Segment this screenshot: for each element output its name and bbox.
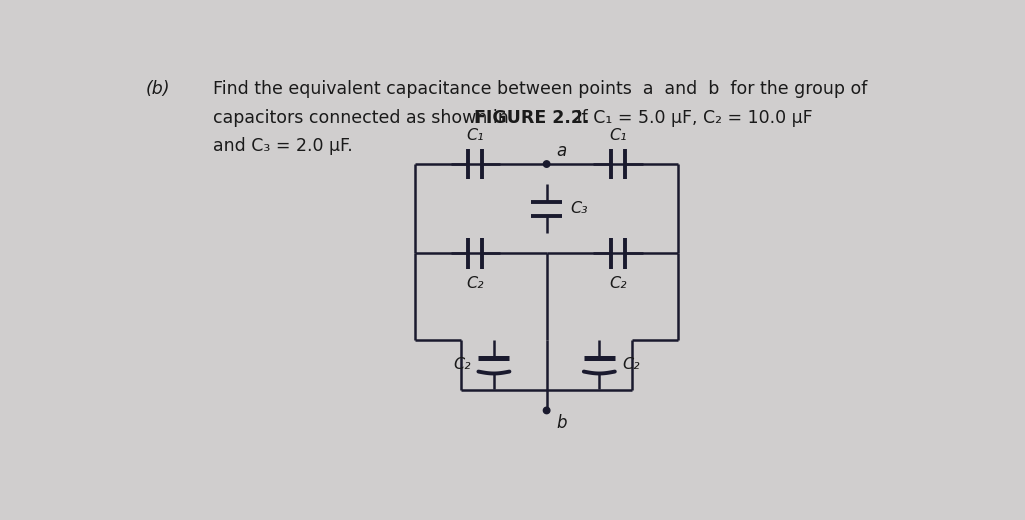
Text: b: b bbox=[557, 413, 567, 432]
Text: Find the equivalent capacitance between points  a  and  b  for the group of: Find the equivalent capacitance between … bbox=[213, 80, 868, 98]
Text: C₂: C₂ bbox=[622, 357, 640, 372]
Text: C₂: C₂ bbox=[453, 357, 470, 372]
Text: C₂: C₂ bbox=[466, 277, 484, 291]
Text: capacitors connected as shown in: capacitors connected as shown in bbox=[213, 109, 515, 126]
Text: (b): (b) bbox=[146, 80, 170, 98]
Text: If C₁ = 5.0 μF, C₂ = 10.0 μF: If C₁ = 5.0 μF, C₂ = 10.0 μF bbox=[571, 109, 813, 126]
Text: C₁: C₁ bbox=[466, 128, 484, 143]
Circle shape bbox=[543, 407, 549, 414]
Circle shape bbox=[543, 161, 549, 167]
Text: C₂: C₂ bbox=[609, 277, 626, 291]
Text: a: a bbox=[557, 142, 567, 160]
Text: FIGURE 2.2.: FIGURE 2.2. bbox=[474, 109, 589, 126]
Text: C₃: C₃ bbox=[570, 201, 587, 216]
Text: and C₃ = 2.0 μF.: and C₃ = 2.0 μF. bbox=[213, 137, 354, 155]
Text: C₁: C₁ bbox=[609, 128, 626, 143]
